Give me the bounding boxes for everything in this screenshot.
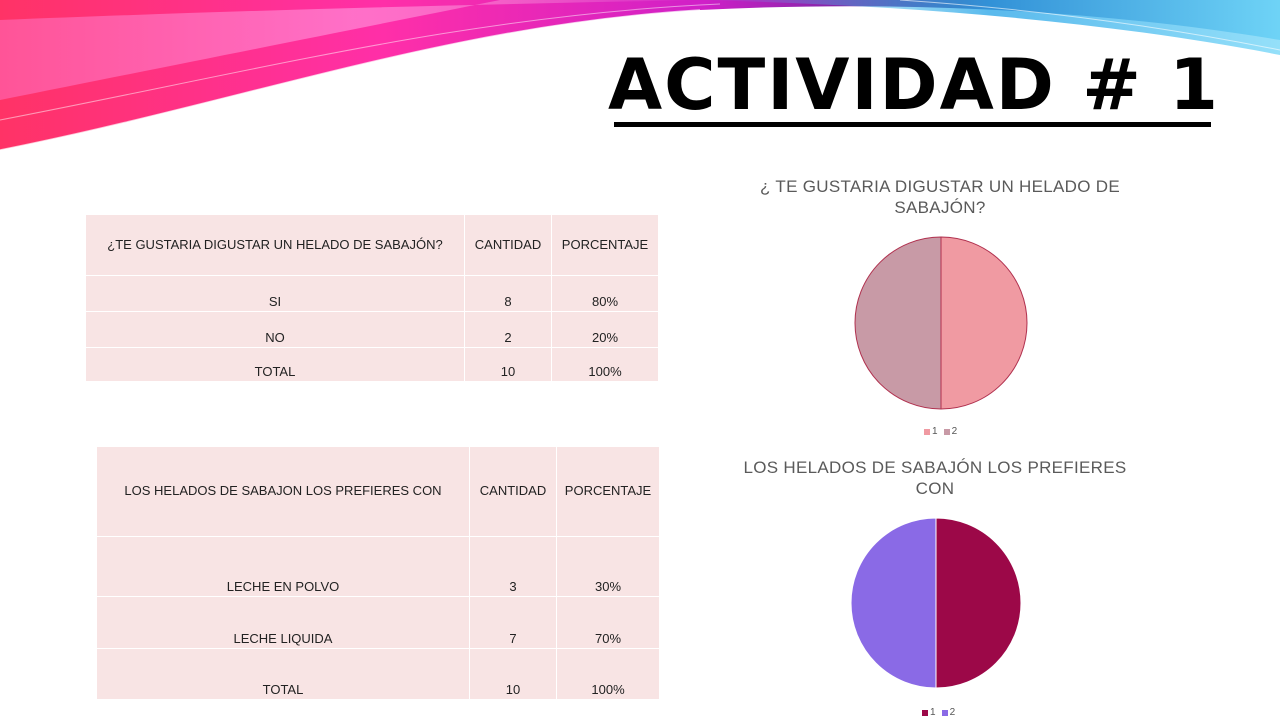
legend-swatch (941, 709, 948, 716)
table-cell: 3 (469, 536, 557, 597)
decorative-banner (0, 0, 1280, 151)
legend-label: 1 (930, 707, 936, 718)
legend-item: 1 (922, 707, 936, 718)
legend-swatch (924, 428, 930, 435)
table-cell: 100% (556, 648, 660, 700)
table-cell: 20% (551, 311, 659, 348)
table-header-cell: CANTIDAD (469, 446, 557, 537)
table-header-row: LOS HELADOS DE SABAJON LOS PREFIERES CON… (96, 446, 660, 537)
survey-table-2: LOS HELADOS DE SABAJON LOS PREFIERES CON… (96, 446, 660, 700)
table-cell: LECHE LIQUIDA (96, 596, 470, 649)
legend-label: 2 (951, 426, 958, 437)
table-header-cell: ¿TE GUSTARIA DIGUSTAR UN HELADO DE SABAJ… (85, 214, 465, 276)
table-cell: 2 (464, 311, 552, 348)
table-header-cell: PORCENTAJE (556, 446, 660, 537)
pie-slice-1 (940, 236, 1028, 410)
slide-title: ACTIVIDAD # 1 (607, 44, 1220, 126)
table-row: NO 2 20% (85, 311, 659, 348)
table-cell: 10 (469, 648, 557, 700)
table-cell: TOTAL (85, 347, 465, 382)
legend-item: 2 (941, 707, 956, 718)
pie-slice-2 (850, 517, 937, 689)
table-cell: 30% (556, 536, 660, 597)
legend-item: 2 (943, 426, 958, 437)
table-cell: TOTAL (96, 648, 470, 700)
table-row: TOTAL 10 100% (85, 347, 659, 382)
table-header-row: ¿TE GUSTARIA DIGUSTAR UN HELADO DE SABAJ… (85, 214, 659, 276)
legend-label: 1 (932, 426, 938, 437)
table-row: LECHE LIQUIDA 7 70% (96, 596, 660, 649)
table-cell: 100% (551, 347, 659, 382)
table-cell: 80% (551, 275, 659, 312)
table-cell: 70% (556, 596, 660, 649)
table-cell: NO (85, 311, 465, 348)
pie-chart-2 (850, 517, 1022, 689)
table-cell: SI (85, 275, 465, 312)
table-cell: 10 (464, 347, 552, 382)
legend-swatch (922, 709, 928, 716)
table-row: LECHE EN POLVO 3 30% (96, 536, 660, 597)
legend-label: 2 (949, 707, 956, 718)
chart-1-title: ¿ TE GUSTARIA DIGUSTAR UN HELADO DE SABA… (760, 177, 1120, 217)
table-header-cell: CANTIDAD (464, 214, 552, 276)
table-header-cell: LOS HELADOS DE SABAJON LOS PREFIERES CON (96, 446, 470, 537)
chart-2-title: LOS HELADOS DE SABAJÓN LOS PREFIERES CON (743, 458, 1127, 498)
pie-chart-1 (854, 236, 1028, 410)
table-header-cell: PORCENTAJE (551, 214, 659, 276)
table-row: SI 8 80% (85, 275, 659, 312)
table-cell: LECHE EN POLVO (96, 536, 470, 597)
legend-item: 1 (924, 426, 938, 437)
survey-table-1: ¿TE GUSTARIA DIGUSTAR UN HELADO DE SABAJ… (85, 214, 659, 382)
title-underline (614, 122, 1211, 127)
table-cell: 7 (469, 596, 557, 649)
chart-2-legend: 1 2 (922, 707, 955, 718)
pie-slice-2 (854, 236, 942, 410)
chart-1-legend: 1 2 (924, 426, 957, 437)
table-row: TOTAL 10 100% (96, 648, 660, 700)
pie-slice-1 (935, 517, 1022, 689)
table-cell: 8 (464, 275, 552, 312)
legend-swatch (943, 428, 950, 435)
